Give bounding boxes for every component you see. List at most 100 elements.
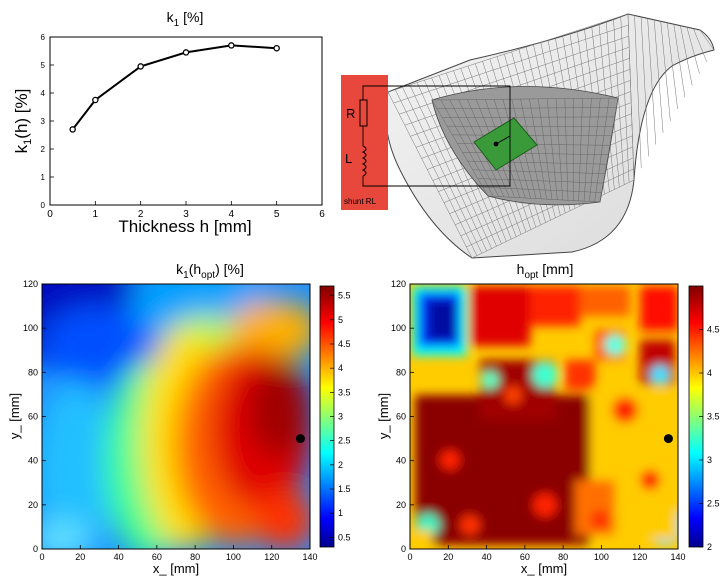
shell-shunt-diagram: R L shunt RL	[341, 13, 715, 259]
colorbar-tick-label: 1.5	[338, 484, 351, 494]
shunt-box	[341, 75, 388, 210]
heatmap-region	[42, 520, 90, 549]
heatmap-ytick-label: 60	[396, 412, 406, 422]
heatmap-cell	[530, 286, 580, 326]
heatmap-xtick-label: 60	[520, 552, 530, 562]
heatmap-xtick-label: 120	[264, 552, 279, 562]
heatmap-xtick-label: 60	[152, 552, 162, 562]
colorbar-tick-label: 5.5	[338, 291, 351, 301]
heatmap-ytick-label: 40	[396, 456, 406, 466]
heatmap-xtick-label: 100	[226, 552, 241, 562]
patch-lead	[495, 135, 511, 145]
heatmap-cell	[532, 362, 558, 388]
colorbar-tick-label: 3.5	[338, 387, 351, 397]
heatmap-xtick-label: 20	[443, 552, 453, 562]
heatmap-right-field	[412, 286, 678, 548]
chart1-xtick-label: 2	[138, 209, 144, 220]
chart1-ytick-label: 5	[41, 61, 46, 70]
heatmap-ytick-label: 100	[391, 323, 406, 333]
heatmap-cell	[428, 300, 456, 340]
chart1-series-line	[71, 44, 277, 131]
heatmap-xtick-label: 80	[558, 552, 568, 562]
heatmap-cell	[580, 286, 630, 316]
chart1-ytick-label: 6	[41, 33, 46, 42]
heatmap-xtick-label: 0	[407, 552, 412, 562]
heatmap-ytick-label: 80	[396, 367, 406, 377]
chart1-ytick-label: 2	[41, 145, 46, 154]
colorbar-tick-label: 4.5	[338, 339, 351, 349]
chart1-title: k1 [%]	[167, 9, 204, 29]
heatmap-cell	[470, 286, 530, 346]
colorbar-tick-label: 5	[338, 315, 343, 325]
heatmap-ytick-label: 40	[28, 456, 38, 466]
heatmap-cell	[412, 530, 432, 548]
heatmap-xtick-label: 40	[114, 552, 124, 562]
colorbar-tick-label: 3	[707, 455, 712, 465]
heatmap-xtick-label: 100	[594, 552, 609, 562]
heatmap-cell	[604, 334, 626, 356]
chart2-ylabel: y_ [mm]	[7, 393, 22, 439]
chart1-data-point	[69, 126, 76, 133]
heatmap-cell	[590, 510, 610, 530]
heatmap-cell	[504, 386, 522, 404]
heatmap-cell	[612, 397, 638, 423]
resistor-label: R	[346, 106, 355, 121]
heatmap-region	[248, 362, 310, 458]
chart1-ytick-label: 1	[41, 173, 46, 182]
heatmap-ytick-label: 60	[28, 412, 38, 422]
heatmap-xtick-label: 0	[39, 552, 44, 562]
hopt-heatmap: hopt [mm] 0 20 40 60 80 100 120 140 0 20 40 60 80 100…	[376, 261, 720, 576]
colorbar-tick-label: 4	[338, 363, 343, 373]
heatmap-ytick-label: 20	[28, 500, 38, 510]
heatmap-ytick-label: 100	[23, 323, 38, 333]
heatmap-cell	[460, 515, 480, 535]
chart2-title: k1(hopt) [%]	[176, 261, 244, 281]
heatmap-cell	[640, 470, 660, 490]
chart2-xlabel: x_ [mm]	[153, 561, 199, 576]
colorbar-tick-label: 3	[338, 412, 343, 422]
heatmap-ytick-label: 0	[33, 544, 38, 554]
colorbar-tick-label: 1	[338, 508, 343, 518]
colorbar-tick-label: 3.5	[707, 412, 720, 422]
heatmap-region	[42, 305, 160, 385]
chart1-xlabel: Thickness h [mm]	[118, 217, 251, 236]
chart1-data-point	[228, 42, 235, 49]
k1-hopt-heatmap: k1(hopt) [%] 0 20 40 60 80 100 120 140 0 20 40 60 80…	[7, 261, 351, 576]
colorbar-tick-label: 2	[338, 460, 343, 470]
heatmap-ytick-label: 120	[23, 279, 38, 289]
colorbar-tick-label: 4	[707, 368, 712, 378]
heatmap-xtick-label: 120	[632, 552, 647, 562]
heatmap-cell	[640, 286, 678, 331]
colorbar-tick-label: 2.5	[707, 499, 720, 509]
chart1-ytick-label: 3	[41, 117, 46, 126]
heatmap-xtick-label: 140	[670, 552, 685, 562]
heatmap-cell	[440, 450, 460, 470]
chart1-xtick-label: 1	[93, 209, 99, 220]
inductor-symbol	[361, 145, 367, 177]
piezo-patch	[473, 117, 538, 171]
heatmap-ytick-label: 20	[396, 500, 406, 510]
shunt-label: shunt RL	[344, 197, 377, 206]
heatmap-cell	[565, 360, 595, 390]
heatmap-cell	[650, 365, 670, 385]
heatmap-ytick-label: 80	[28, 367, 38, 377]
heatmap-region	[42, 380, 115, 549]
heatmap-xtick-label: 140	[302, 552, 317, 562]
heatmap-ytick-label: 0	[401, 544, 406, 554]
chart1-xtick-label: 4	[229, 209, 235, 220]
chart3-xlabel: x_ [mm]	[521, 561, 567, 576]
k1-thickness-line-chart: k1 [%] 0 1 2 3 4 5 6 0 1 2 3 4 5 6 Thickness h [mm] k…	[12, 9, 325, 236]
chart1-xtick-label: 0	[47, 209, 53, 220]
heatmap-xtick-label: 40	[482, 552, 492, 562]
chart1-data-point	[182, 49, 190, 56]
chart1-data-point	[137, 63, 144, 70]
chart3-title: hopt [mm]	[517, 261, 574, 281]
chart1-xtick-label: 6	[319, 209, 325, 220]
chart1-xtick-label: 5	[274, 209, 280, 220]
inductor-label: L	[345, 151, 352, 166]
colorbar-tick-label: 4.5	[707, 325, 720, 335]
chart1-data-point	[92, 96, 99, 104]
chart1-data-point	[273, 44, 280, 52]
heatmap-cell	[481, 371, 499, 389]
chart1-ytick-label: 4	[41, 89, 46, 98]
